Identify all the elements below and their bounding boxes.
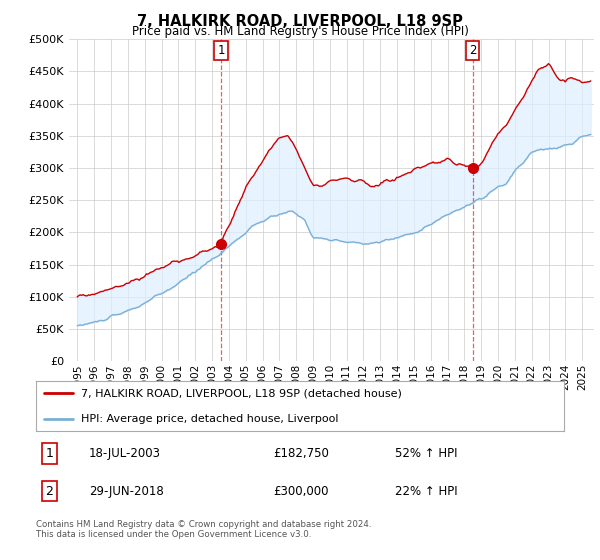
Text: 1: 1 bbox=[217, 44, 225, 57]
Text: £300,000: £300,000 bbox=[274, 485, 329, 498]
Text: £182,750: £182,750 bbox=[274, 447, 329, 460]
Text: Contains HM Land Registry data © Crown copyright and database right 2024.
This d: Contains HM Land Registry data © Crown c… bbox=[36, 520, 371, 539]
Text: 1: 1 bbox=[45, 447, 53, 460]
Text: 7, HALKIRK ROAD, LIVERPOOL, L18 9SP: 7, HALKIRK ROAD, LIVERPOOL, L18 9SP bbox=[137, 14, 463, 29]
Text: 29-JUN-2018: 29-JUN-2018 bbox=[89, 485, 164, 498]
Text: 52% ↑ HPI: 52% ↑ HPI bbox=[395, 447, 458, 460]
Text: HPI: Average price, detached house, Liverpool: HPI: Average price, detached house, Live… bbox=[81, 414, 338, 423]
Text: Price paid vs. HM Land Registry's House Price Index (HPI): Price paid vs. HM Land Registry's House … bbox=[131, 25, 469, 38]
Text: 22% ↑ HPI: 22% ↑ HPI bbox=[395, 485, 458, 498]
Text: 7, HALKIRK ROAD, LIVERPOOL, L18 9SP (detached house): 7, HALKIRK ROAD, LIVERPOOL, L18 9SP (det… bbox=[81, 389, 402, 398]
Text: 18-JUL-2003: 18-JUL-2003 bbox=[89, 447, 161, 460]
Text: 2: 2 bbox=[45, 485, 53, 498]
Text: 2: 2 bbox=[469, 44, 476, 57]
